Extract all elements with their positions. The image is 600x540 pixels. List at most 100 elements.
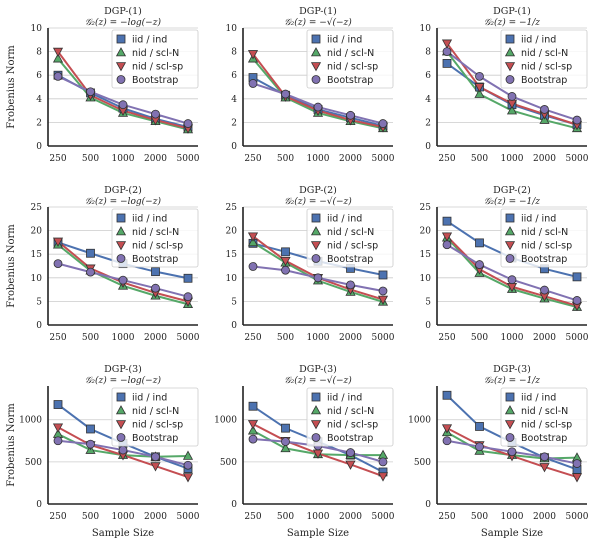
y-tick-label: 0	[425, 500, 431, 510]
panel-title: DGP-(3)	[299, 364, 337, 375]
panel-7: DGP-(3)𝒢₂(z) = −log(−z) 0 500 1000 250 500 100…	[6, 364, 200, 539]
legend-label: Bootstrap	[132, 433, 178, 444]
legend-label: nid / scl-sp	[521, 62, 572, 73]
x-tick-label: 500	[471, 333, 488, 343]
data-point	[52, 47, 64, 58]
data-point	[182, 450, 194, 460]
data-point	[540, 452, 549, 462]
data-point	[247, 420, 259, 430]
y-tick-label: 20	[31, 227, 43, 237]
legend-label: nid / scl-N	[327, 48, 374, 59]
y-tick-label: 20	[226, 227, 238, 237]
data-point	[151, 452, 160, 462]
y-tick-label: 4	[425, 95, 431, 105]
data-point	[507, 275, 517, 285]
legend-label: iid / ind	[327, 393, 362, 404]
x-tick-label: 1000	[112, 333, 135, 343]
legend-marker	[311, 392, 321, 402]
data-point	[247, 232, 259, 242]
x-tick-label: 500	[277, 512, 294, 522]
y-tick-label: 10	[420, 274, 432, 284]
x-tick-label: 5000	[177, 512, 200, 522]
panel-8: DGP-(3)𝒢₂(z) = −√(−z) 0 500 1000 250 500 1000 2…	[214, 364, 395, 539]
data-point	[378, 270, 388, 280]
legend-marker	[311, 254, 321, 263]
legend-label: iid / ind	[132, 214, 167, 225]
y-tick-label: 25	[226, 203, 238, 213]
legend-label: Bootstrap	[132, 254, 178, 265]
data-point	[441, 39, 453, 49]
legend-marker	[116, 213, 126, 223]
y-tick-label: 1000	[214, 416, 237, 426]
panel-3: DGP-(1)𝒢₂(z) = −1/z 0 2 4 6 8 10 250 500 1000 2000…	[420, 6, 589, 164]
data-point	[475, 442, 484, 452]
y-tick-label: 0	[425, 321, 431, 331]
data-point	[377, 295, 389, 305]
legend-marker	[504, 47, 516, 57]
data-point	[248, 79, 258, 88]
data-point	[150, 462, 161, 472]
x-tick-label: 250	[244, 333, 261, 343]
x-tick-label: 500	[471, 512, 488, 522]
data-point	[507, 447, 517, 457]
panel-subtitle: 𝒢₂(z) = −√(−z)	[284, 375, 352, 386]
y-tick-label: 5	[425, 297, 431, 307]
legend-label: nid / scl-sp	[521, 241, 572, 252]
x-tick-label: 250	[49, 333, 66, 343]
data-point	[313, 102, 323, 112]
data-point	[442, 216, 452, 226]
x-tick-label: 1000	[501, 154, 524, 164]
x-tick-label: 1000	[307, 333, 330, 343]
x-tick-label: 2000	[533, 333, 556, 343]
data-point	[475, 260, 484, 269]
panel-subtitle: 𝒢₂(z) = −1/z	[484, 196, 540, 207]
x-tick-label: 1000	[501, 333, 524, 343]
data-point	[539, 463, 550, 473]
x-tick-label: 250	[49, 512, 66, 522]
legend-label: nid / scl-N	[132, 48, 179, 59]
x-axis-label: Sample Size	[92, 528, 154, 539]
y-tick-label: 0	[425, 142, 431, 152]
data-point	[281, 247, 290, 257]
data-point	[151, 283, 160, 293]
data-point	[280, 257, 291, 267]
legend-marker	[311, 75, 321, 84]
y-tick-label: 15	[226, 250, 238, 260]
data-point	[475, 71, 484, 81]
legend-marker	[311, 433, 321, 442]
y-tick-label: 6	[36, 71, 42, 81]
legend-label: iid / ind	[521, 214, 556, 225]
x-tick-label: 500	[82, 512, 99, 522]
legend-marker	[310, 226, 322, 236]
legend-label: iid / ind	[327, 214, 362, 225]
panel-title: DGP-(3)	[493, 364, 531, 375]
legend-box	[306, 29, 394, 89]
data-point	[540, 105, 549, 114]
data-point	[151, 267, 160, 277]
panel-subtitle: 𝒢₂(z) = −log(−z)	[85, 196, 161, 207]
legend-label: Bootstrap	[327, 75, 373, 86]
legend-marker	[505, 213, 515, 223]
x-tick-label: 250	[244, 512, 261, 522]
legend-marker	[504, 405, 516, 415]
x-tick-label: 250	[438, 333, 455, 343]
legend-label: nid / scl-sp	[327, 241, 378, 252]
y-axis-label: Frobenius Norm	[6, 45, 17, 129]
panel-subtitle: 𝒢₂(z) = −log(−z)	[85, 17, 161, 28]
y-tick-label: 5	[231, 297, 237, 307]
legend-label: Bootstrap	[521, 433, 567, 444]
y-tick-label: 500	[220, 458, 237, 468]
legend-label: nid / scl-sp	[132, 241, 183, 252]
data-point	[345, 460, 356, 470]
data-point	[52, 237, 64, 247]
x-tick-label: 1000	[307, 512, 330, 522]
x-tick-label: 500	[82, 333, 99, 343]
legend-marker	[504, 241, 516, 251]
legend-marker	[115, 405, 127, 415]
data-point	[248, 401, 258, 411]
legend-label: iid / ind	[521, 35, 556, 46]
legend-label: iid / ind	[132, 35, 167, 46]
data-point	[441, 424, 453, 434]
panel-title: DGP-(1)	[493, 6, 531, 17]
